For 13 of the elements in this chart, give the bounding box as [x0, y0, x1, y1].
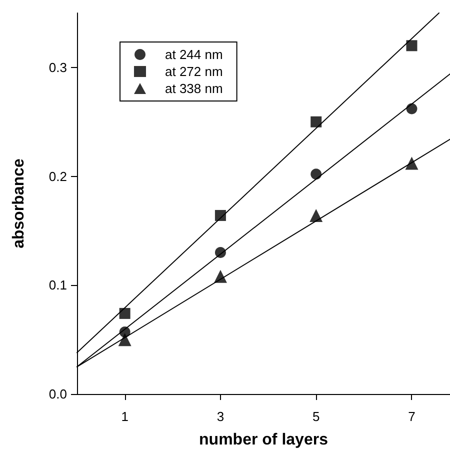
y-tick-label: 0.3 [48, 60, 67, 75]
x-axis-title: number of layers [199, 432, 328, 448]
x-tick-label: 3 [216, 409, 224, 424]
x-tick-label: 5 [312, 409, 320, 424]
y-tick-label: 0.1 [48, 278, 67, 293]
legend-label: at 338 nm [165, 81, 223, 96]
y-tick-label: 0.0 [48, 386, 67, 402]
x-tick-label: 7 [408, 409, 416, 424]
y-tick-label: 0.2 [48, 168, 67, 184]
legend-label: at 272 nm [165, 64, 223, 79]
x-tick-label: 1 [121, 409, 128, 424]
legend-label: at 244 nm [165, 47, 223, 62]
y-axis-title: absorbance [10, 158, 28, 248]
